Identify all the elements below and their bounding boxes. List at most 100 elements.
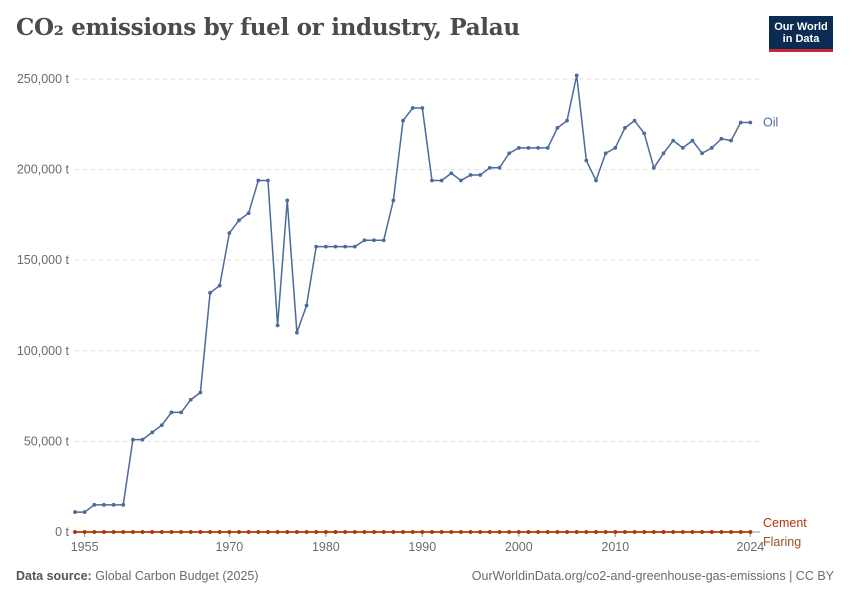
- owid-logo[interactable]: Our World in Data: [769, 16, 833, 52]
- data-point-oil: [478, 173, 483, 177]
- data-point-cement: [188, 530, 193, 534]
- data-point-cement: [246, 530, 251, 534]
- logo-line-2: in Data: [782, 33, 820, 45]
- data-point-cement: [217, 530, 222, 534]
- data-point-cement: [285, 530, 290, 534]
- x-tick-label: 1955: [71, 540, 99, 554]
- data-point-oil: [198, 390, 203, 395]
- data-point-oil: [323, 244, 328, 249]
- data-point-oil: [584, 158, 589, 163]
- data-point-cement: [92, 530, 97, 534]
- data-point-cement: [729, 530, 733, 534]
- data-point-oil: [651, 165, 656, 170]
- chart-title: CO₂ emissions by fuel or industry, Palau: [16, 14, 520, 41]
- data-point-oil: [343, 244, 348, 249]
- y-tick-label: 200,000 t: [17, 163, 70, 177]
- data-point-cement: [333, 530, 338, 534]
- data-point-cement: [680, 530, 685, 534]
- data-point-cement: [526, 530, 531, 534]
- data-point-cement: [555, 530, 560, 534]
- logo-line-1: Our World: [774, 21, 828, 33]
- data-point-oil: [227, 231, 232, 235]
- data-point-oil: [82, 510, 87, 514]
- data-point-cement: [102, 530, 106, 534]
- y-tick-label: 150,000 t: [17, 253, 70, 267]
- data-point-cement: [73, 530, 77, 534]
- data-point-cement: [594, 530, 598, 534]
- data-point-oil: [111, 502, 116, 507]
- data-point-cement: [565, 530, 569, 534]
- data-point-oil: [130, 437, 135, 442]
- data-point-oil: [410, 106, 415, 110]
- y-tick-label: 100,000 t: [17, 344, 70, 358]
- data-point-cement: [227, 530, 232, 534]
- data-point-cement: [159, 530, 164, 534]
- data-point-oil: [516, 145, 521, 150]
- data-point-oil: [140, 437, 145, 442]
- data-point-cement: [459, 530, 463, 534]
- data-point-cement: [623, 530, 627, 534]
- data-point-oil: [285, 198, 290, 203]
- data-point-cement: [111, 530, 116, 534]
- data-point-oil: [738, 120, 743, 125]
- footer-link[interactable]: OurWorldinData.org/co2-and-greenhouse-ga…: [471, 569, 834, 583]
- data-point-cement: [121, 530, 126, 534]
- data-point-oil: [449, 171, 454, 176]
- series-line-oil: [75, 75, 751, 513]
- series-label-flaring: Flaring: [763, 535, 801, 549]
- data-point-oil: [623, 126, 627, 130]
- data-point-cement: [150, 530, 155, 534]
- data-point-cement: [430, 530, 434, 534]
- data-point-oil: [680, 145, 685, 150]
- data-point-cement: [671, 530, 676, 534]
- data-point-cement: [275, 530, 280, 534]
- data-point-oil: [362, 238, 367, 243]
- data-point-cement: [574, 530, 579, 534]
- data-point-cement: [401, 530, 405, 534]
- data-point-cement: [130, 530, 135, 534]
- data-point-cement: [661, 530, 666, 534]
- data-point-cement: [439, 530, 444, 534]
- data-point-cement: [545, 530, 550, 534]
- data-point-cement: [738, 530, 743, 534]
- data-point-oil: [700, 151, 705, 156]
- data-point-oil: [237, 218, 241, 223]
- data-point-oil: [159, 423, 164, 427]
- data-point-cement: [362, 530, 367, 534]
- data-point-oil: [217, 283, 222, 288]
- series-label-cement: Cement: [763, 516, 807, 530]
- data-point-cement: [536, 530, 540, 534]
- data-point-cement: [420, 530, 425, 534]
- data-point-oil: [661, 151, 666, 156]
- data-point-oil: [401, 118, 405, 123]
- data-point-oil: [507, 151, 512, 156]
- data-point-oil: [179, 410, 184, 415]
- data-point-cement: [507, 530, 512, 534]
- data-source-value[interactable]: Global Carbon Budget (2025): [95, 569, 259, 583]
- data-point-cement: [295, 530, 299, 534]
- data-point-cement: [613, 530, 618, 534]
- data-point-cement: [516, 530, 521, 534]
- data-point-cement: [343, 530, 348, 534]
- data-point-oil: [497, 165, 502, 170]
- data-point-cement: [314, 530, 319, 534]
- data-point-oil: [295, 330, 299, 335]
- data-point-oil: [729, 138, 733, 143]
- data-point-cement: [603, 530, 608, 534]
- data-point-cement: [487, 530, 492, 534]
- data-point-cement: [140, 530, 145, 534]
- data-point-cement: [391, 530, 396, 534]
- data-point-cement: [651, 530, 656, 534]
- data-point-oil: [102, 502, 106, 507]
- data-point-cement: [709, 530, 714, 534]
- data-point-oil: [690, 138, 695, 143]
- data-point-oil: [275, 323, 280, 328]
- x-tick-label: 2000: [505, 540, 533, 554]
- data-point-cement: [642, 530, 647, 534]
- data-point-cement: [82, 530, 87, 534]
- data-point-oil: [430, 178, 434, 183]
- x-tick-label: 1990: [408, 540, 436, 554]
- data-point-cement: [266, 530, 270, 534]
- x-tick-label: 1980: [312, 540, 340, 554]
- data-point-cement: [449, 530, 454, 534]
